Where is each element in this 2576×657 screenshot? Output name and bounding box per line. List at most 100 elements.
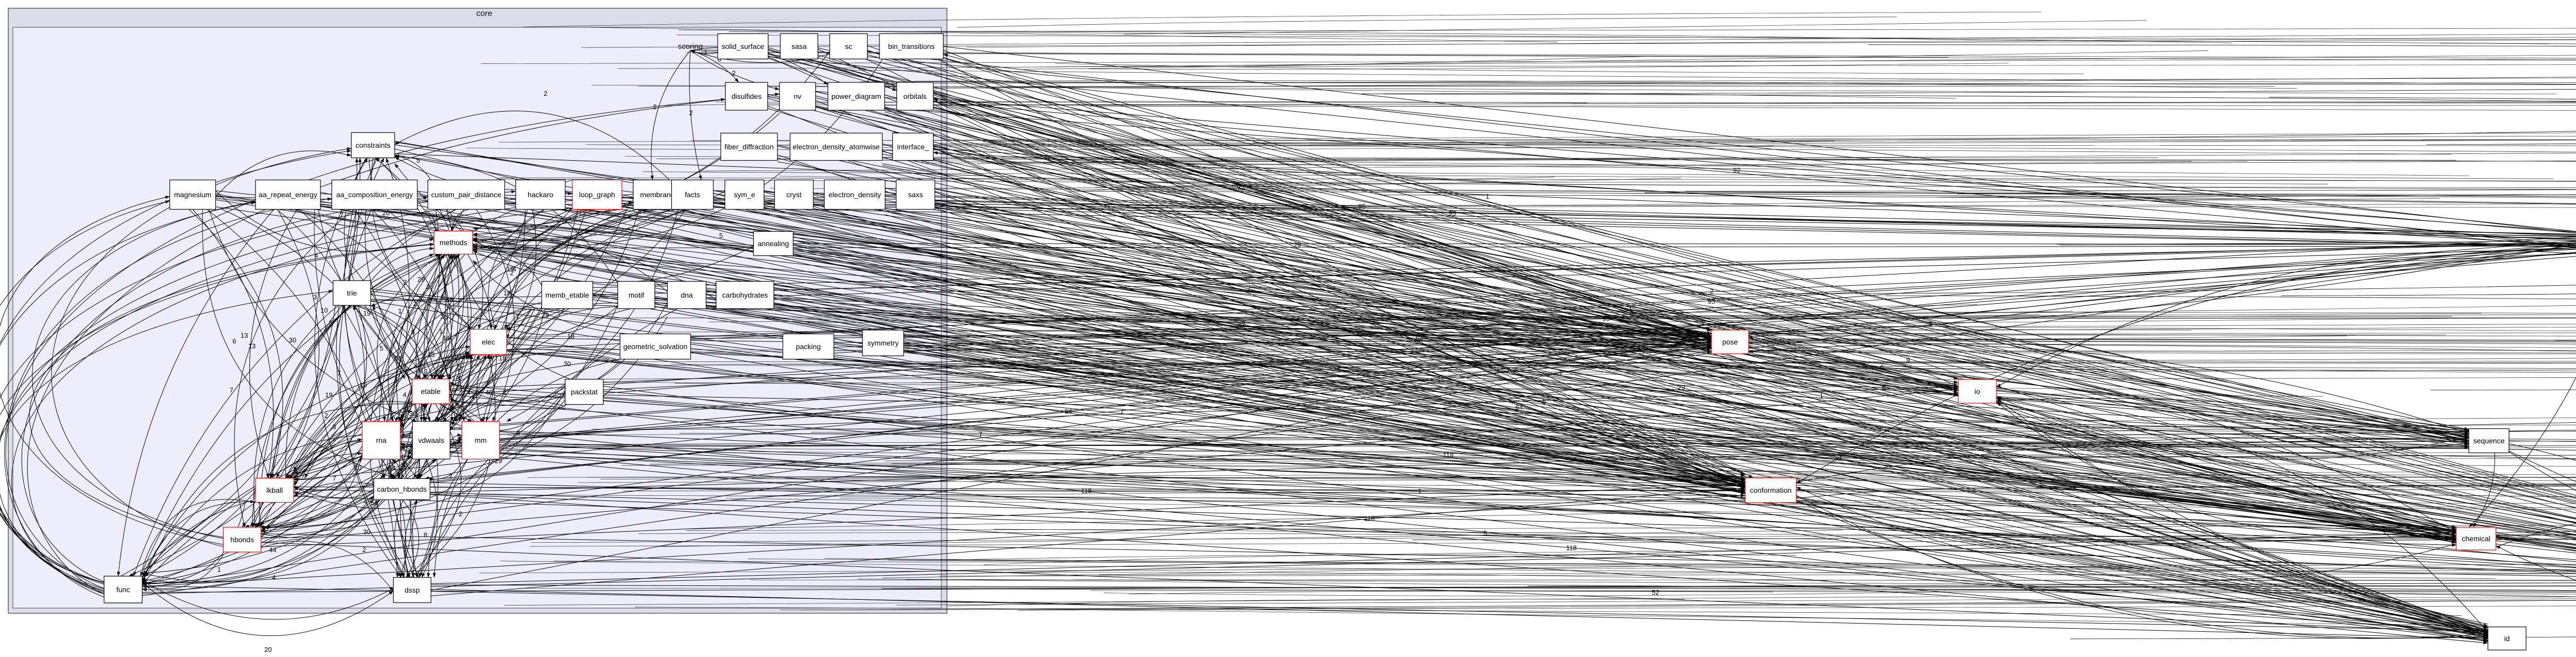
- svg-text:5: 5: [516, 429, 520, 437]
- svg-text:pose: pose: [1722, 338, 1738, 346]
- svg-text:interface_: interface_: [897, 143, 929, 151]
- svg-text:95: 95: [1602, 315, 1609, 323]
- svg-text:19: 19: [506, 265, 514, 273]
- svg-text:1: 1: [1418, 488, 1421, 495]
- svg-text:13: 13: [248, 342, 256, 350]
- svg-text:19: 19: [360, 382, 367, 389]
- svg-text:hackaro: hackaro: [528, 191, 553, 199]
- svg-text:mm: mm: [474, 436, 486, 444]
- svg-text:118: 118: [1566, 544, 1577, 552]
- svg-text:6: 6: [232, 337, 236, 345]
- svg-text:7: 7: [1120, 408, 1124, 416]
- svg-text:2: 2: [653, 103, 656, 111]
- svg-text:7: 7: [1559, 369, 1563, 377]
- svg-text:19: 19: [363, 309, 370, 317]
- svg-text:18: 18: [503, 289, 511, 297]
- svg-text:7: 7: [230, 386, 233, 394]
- svg-text:40: 40: [485, 389, 493, 396]
- svg-text:electron_density_atomwise: electron_density_atomwise: [793, 143, 880, 151]
- svg-text:scoring: scoring: [678, 42, 703, 51]
- svg-text:7: 7: [979, 430, 982, 438]
- svg-text:sym_e: sym_e: [734, 191, 755, 199]
- svg-text:dna: dna: [681, 291, 693, 299]
- svg-text:2: 2: [1710, 287, 1714, 295]
- svg-text:30: 30: [363, 528, 370, 535]
- svg-text:1: 1: [398, 307, 402, 315]
- svg-text:core: core: [476, 9, 492, 18]
- svg-text:lkball: lkball: [266, 486, 283, 494]
- svg-text:6: 6: [1880, 364, 1884, 371]
- svg-text:1: 1: [1486, 193, 1489, 200]
- svg-text:6: 6: [455, 400, 459, 407]
- svg-text:annealing: annealing: [758, 239, 789, 248]
- svg-text:elec: elec: [482, 338, 495, 346]
- svg-text:52: 52: [1652, 589, 1659, 596]
- svg-text:44: 44: [269, 546, 276, 554]
- svg-text:6: 6: [441, 292, 445, 300]
- svg-text:conformation: conformation: [1750, 486, 1792, 494]
- svg-text:30: 30: [400, 461, 408, 469]
- svg-text:1: 1: [1629, 305, 1632, 313]
- svg-text:packstat: packstat: [571, 388, 598, 396]
- svg-text:5: 5: [416, 157, 420, 164]
- svg-text:95: 95: [1448, 210, 1455, 217]
- svg-text:92: 92: [1733, 166, 1740, 174]
- svg-text:52: 52: [1238, 321, 1245, 328]
- svg-text:8: 8: [423, 531, 427, 539]
- svg-text:5: 5: [719, 232, 723, 239]
- svg-text:8: 8: [411, 328, 415, 336]
- svg-text:sequence: sequence: [2473, 437, 2505, 445]
- svg-text:dssp: dssp: [404, 586, 420, 594]
- svg-text:3: 3: [329, 319, 332, 327]
- svg-text:2: 2: [1928, 320, 1932, 328]
- svg-text:20: 20: [264, 646, 272, 653]
- svg-text:95: 95: [1708, 298, 1715, 305]
- svg-text:carbohydrates: carbohydrates: [722, 291, 768, 299]
- svg-text:2: 2: [449, 472, 452, 480]
- svg-text:64: 64: [1064, 407, 1072, 415]
- svg-text:58: 58: [371, 499, 378, 507]
- svg-text:118: 118: [1364, 514, 1375, 522]
- svg-text:5: 5: [380, 344, 383, 352]
- svg-text:44: 44: [443, 334, 450, 342]
- svg-text:13: 13: [452, 374, 460, 382]
- svg-text:30: 30: [440, 313, 448, 321]
- svg-text:64: 64: [1515, 403, 1522, 411]
- svg-text:4: 4: [314, 252, 318, 260]
- svg-text:facts: facts: [685, 191, 700, 199]
- svg-text:1: 1: [472, 393, 476, 401]
- svg-text:etable: etable: [421, 387, 440, 395]
- svg-text:44: 44: [388, 464, 395, 472]
- svg-text:membrane: membrane: [640, 191, 675, 199]
- svg-text:2: 2: [459, 364, 462, 372]
- svg-text:1: 1: [704, 48, 707, 56]
- svg-text:58: 58: [394, 355, 401, 362]
- svg-text:3: 3: [332, 423, 336, 431]
- svg-text:95: 95: [1358, 203, 1365, 211]
- svg-text:loop_graph: loop_graph: [579, 191, 615, 199]
- svg-text:2: 2: [413, 300, 417, 308]
- svg-text:power_diagram: power_diagram: [832, 92, 882, 100]
- svg-text:trie: trie: [347, 289, 357, 297]
- svg-text:2: 2: [1701, 319, 1705, 327]
- svg-text:1: 1: [425, 367, 428, 375]
- svg-text:2: 2: [503, 389, 506, 396]
- svg-text:fiber_diffraction: fiber_diffraction: [724, 143, 773, 151]
- svg-text:1: 1: [516, 313, 519, 320]
- svg-text:1: 1: [1009, 262, 1013, 269]
- svg-text:io: io: [1975, 387, 1980, 395]
- svg-text:nv: nv: [794, 92, 802, 100]
- svg-text:18: 18: [567, 332, 574, 340]
- svg-text:2: 2: [362, 546, 366, 554]
- svg-text:19: 19: [325, 391, 332, 399]
- svg-text:motif: motif: [629, 291, 644, 299]
- svg-text:29: 29: [417, 275, 425, 283]
- svg-text:hbonds: hbonds: [230, 535, 254, 544]
- svg-text:6: 6: [1514, 340, 1518, 348]
- svg-text:electron_density: electron_density: [828, 191, 881, 199]
- svg-text:20: 20: [354, 463, 361, 471]
- svg-text:2: 2: [689, 109, 693, 117]
- svg-text:1: 1: [428, 406, 431, 414]
- svg-text:2: 2: [459, 510, 462, 517]
- svg-text:9: 9: [1906, 356, 1910, 364]
